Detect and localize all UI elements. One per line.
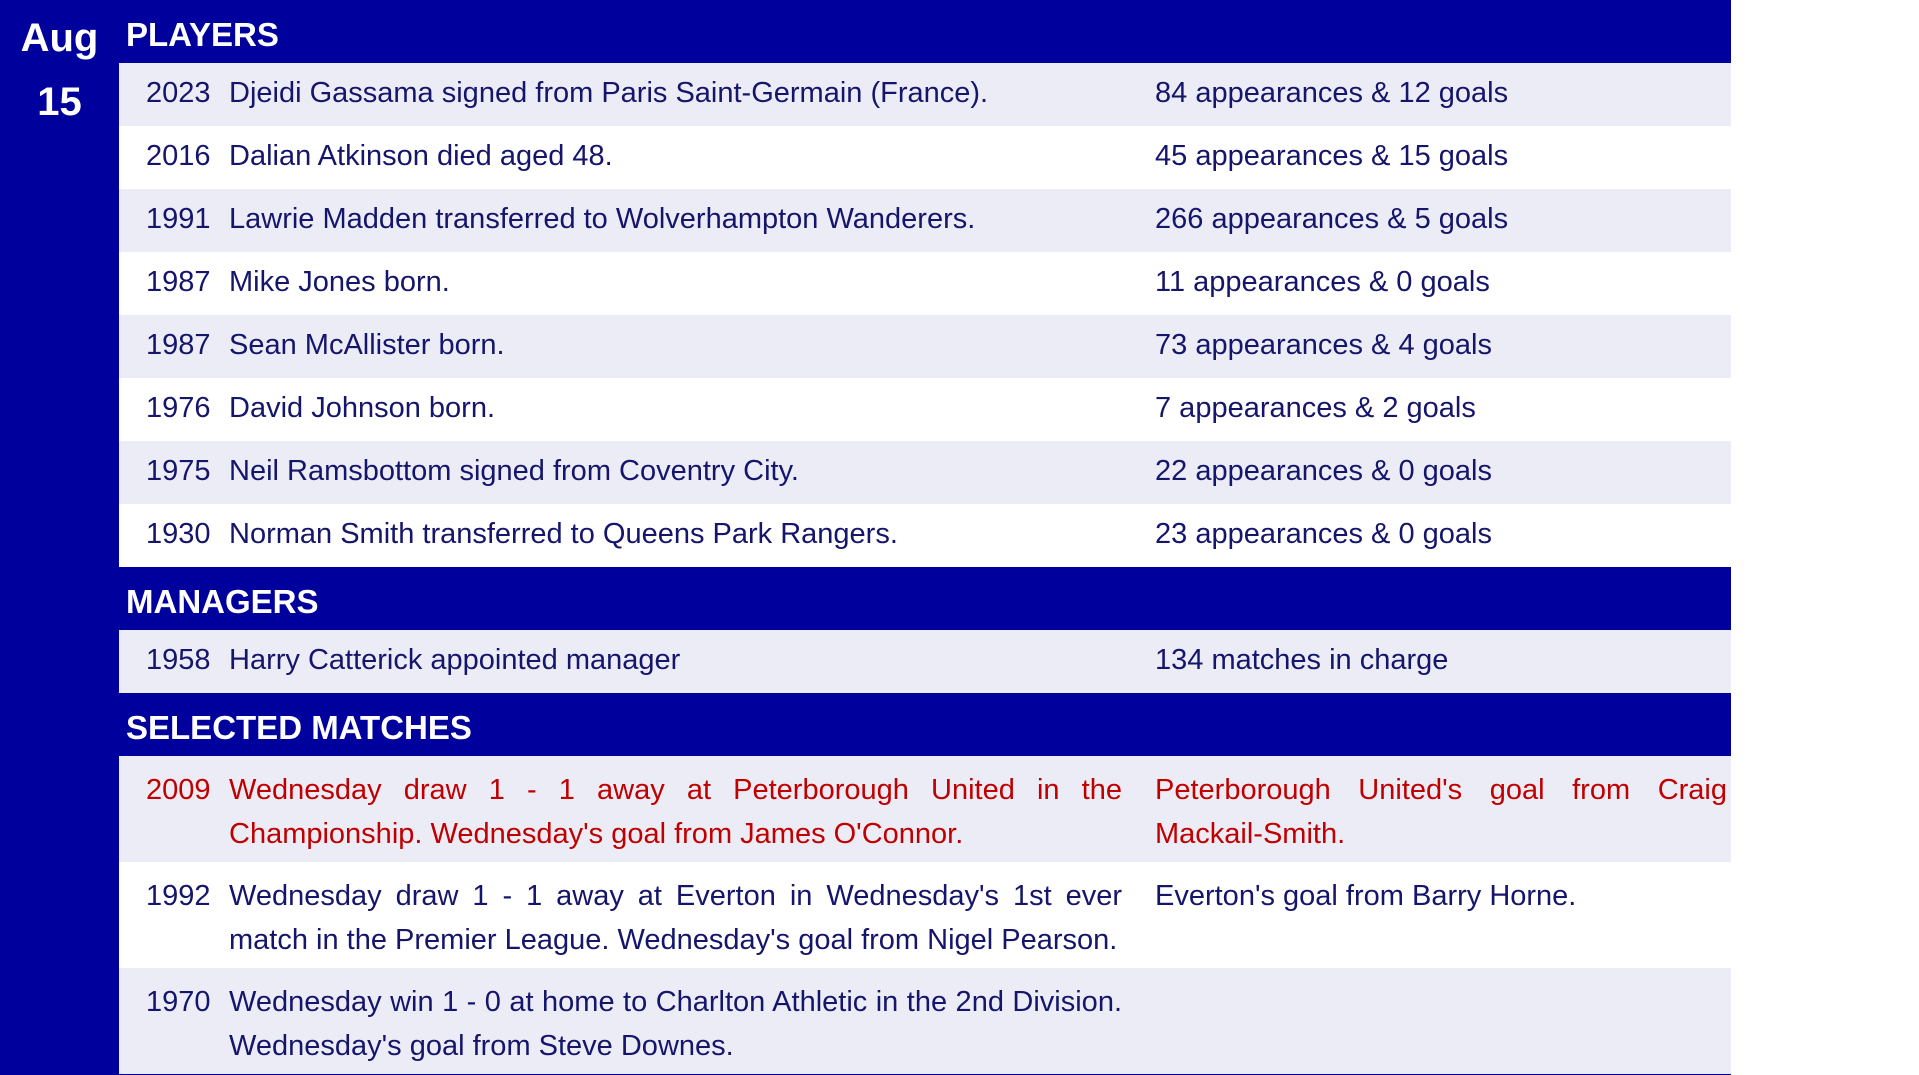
managers-header: MANAGERS xyxy=(119,567,1731,630)
event-stats: 45 appearances & 15 goals xyxy=(1155,140,1509,172)
managers-section: 1958 Harry Catterick appointed manager 134… xyxy=(119,630,1731,693)
event-text: Neil Ramsbottom signed from Coventry Cit… xyxy=(229,455,799,487)
event-stats: 266 appearances & 5 goals xyxy=(1155,203,1509,235)
event-year: 1930 xyxy=(146,518,211,550)
event-stats: 23 appearances & 0 goals xyxy=(1155,518,1492,550)
event-year: 1970 xyxy=(146,986,211,1018)
event-stats: 73 appearances & 4 goals xyxy=(1155,329,1492,361)
date-day: 15 xyxy=(37,80,82,124)
event-stats: 11 appearances & 0 goals xyxy=(1155,266,1490,298)
players-row: 1987 Sean McAllister born. 73 appearances … xyxy=(119,315,1731,378)
event-text: Djeidi Gassama signed from Paris Saint-G… xyxy=(229,77,989,109)
players-row: 1975 Neil Ramsbottom signed from Coventry… xyxy=(119,441,1731,504)
date-month: Aug xyxy=(20,16,99,60)
event-year: 1991 xyxy=(146,203,211,235)
players-section: 2023 Djeidi Gassama signed from Paris Sai… xyxy=(119,63,1731,567)
event-stats: 22 appearances & 0 goals xyxy=(1155,455,1492,487)
players-row: 1976 David Johnson born. 7 appearances & 2… xyxy=(119,378,1731,441)
managers-row: 1958 Harry Catterick appointed manager 134… xyxy=(119,630,1731,693)
players-header: PLAYERS xyxy=(119,0,1731,63)
events-table: PLAYERS 2023 Djeidi Gassama signed from P… xyxy=(119,0,1731,1074)
event-stats xyxy=(1155,980,1731,1068)
date-label: Aug 15 xyxy=(0,6,119,134)
event-year: 2009 xyxy=(146,774,211,806)
event-text: Wednesday win 1 - 0 at home to Charlton … xyxy=(229,986,1122,1062)
players-row: 1991 Lawrie Madden transferred to Wolverh… xyxy=(119,189,1731,252)
event-text: David Johnson born. xyxy=(229,392,495,424)
players-row: 1930 Norman Smith transferred to Queens P… xyxy=(119,504,1731,567)
event-text: Mike Jones born. xyxy=(229,266,450,298)
event-year: 1987 xyxy=(146,266,211,298)
matches-row: 2009 Wednesday draw 1 - 1 away at Peterbo… xyxy=(119,756,1731,862)
event-text: Wednesday draw 1 - 1 away at Peterboroug… xyxy=(229,774,1122,850)
event-year: 1992 xyxy=(146,880,211,912)
matches-row: 1992 Wednesday draw 1 - 1 away at Everton… xyxy=(119,862,1731,968)
matches-row: 1970 Wednesday win 1 - 0 at home to Charl… xyxy=(119,968,1731,1074)
players-row: 2016 Dalian Atkinson died aged 48. 45 appe… xyxy=(119,126,1731,189)
event-text: Harry Catterick appointed manager xyxy=(229,644,681,676)
players-row: 2023 Djeidi Gassama signed from Paris Sai… xyxy=(119,63,1731,126)
event-year: 1976 xyxy=(146,392,211,424)
event-text: Wednesday draw 1 - 1 away at Everton in … xyxy=(229,880,1122,956)
event-year: 2023 xyxy=(146,77,211,109)
event-text: Norman Smith transferred to Queens Park … xyxy=(229,518,898,550)
players-row: 1987 Mike Jones born. 11 appearances & 0 g… xyxy=(119,252,1731,315)
event-stats: 7 appearances & 2 goals xyxy=(1155,392,1476,424)
event-text: Dalian Atkinson died aged 48. xyxy=(229,140,613,172)
event-year: 1958 xyxy=(146,644,211,676)
event-stats: Peterborough United's goal from Craig Ma… xyxy=(1155,774,1727,850)
event-stats: 84 appearances & 12 goals xyxy=(1155,77,1509,109)
event-stats: Everton's goal from Barry Horne. xyxy=(1155,880,1577,912)
event-year: 2016 xyxy=(146,140,211,172)
event-text: Lawrie Madden transferred to Wolverhampt… xyxy=(229,203,976,235)
event-stats: 134 matches in charge xyxy=(1155,644,1449,676)
event-year: 1975 xyxy=(146,455,211,487)
matches-section: 2009 Wednesday draw 1 - 1 away at Peterbo… xyxy=(119,756,1731,1074)
matches-header: SELECTED MATCHES xyxy=(119,693,1731,756)
event-year: 1987 xyxy=(146,329,211,361)
event-text: Sean McAllister born. xyxy=(229,329,505,361)
